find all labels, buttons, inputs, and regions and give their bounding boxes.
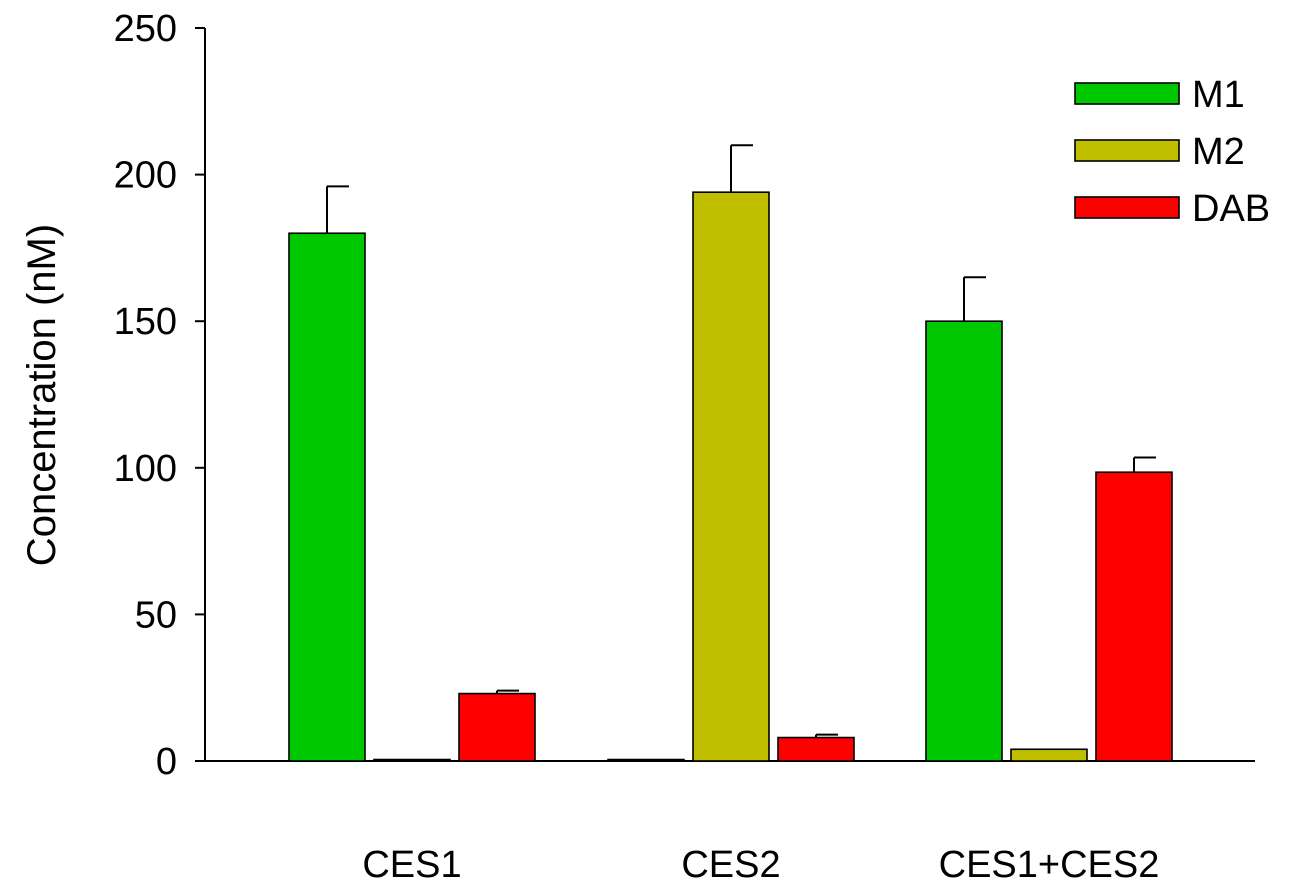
bar-m1-ces1-ces2: [925, 320, 1003, 762]
bar-dab-ces2: [777, 736, 855, 762]
chart-error-bars: [326, 144, 1156, 738]
legend-swatch-m2: [1074, 139, 1180, 162]
bar-dab-ces1: [458, 692, 536, 762]
bar-m1-ces2: [607, 758, 685, 762]
y-tick-label: 200: [114, 155, 177, 197]
y-tick-label: 250: [114, 8, 177, 50]
x-axis-categories: CES1 CES2 CES1+CES2: [362, 844, 1159, 885]
y-tick-label: 100: [114, 448, 177, 490]
bar-m2-ces2: [692, 191, 770, 762]
bar-m2-ces1-ces2: [1010, 748, 1088, 762]
legend-swatch-dab: [1074, 196, 1180, 219]
legend-label-m2: M2: [1192, 131, 1245, 173]
bar-m1-ces1: [288, 232, 366, 762]
x-category-label: CES1+CES2: [939, 844, 1160, 885]
legend-swatch-m1: [1074, 82, 1180, 105]
x-category-label: CES1: [362, 844, 461, 885]
chart-bars: [288, 191, 1173, 762]
y-tick-label: 50: [135, 594, 177, 636]
legend-label-m1: M1: [1192, 74, 1245, 116]
y-axis-ticks: 0 50 100 150 200 250: [114, 8, 205, 783]
bar-dab-ces1-ces2: [1095, 471, 1173, 762]
bar-m2-ces1: [373, 758, 451, 762]
y-axis-title: Concentration (nM): [20, 224, 64, 566]
chart-legend: M1 M2 DAB: [1074, 74, 1270, 230]
y-tick-label: 0: [156, 741, 177, 783]
y-tick-label: 150: [114, 301, 177, 343]
legend-label-dab: DAB: [1192, 188, 1270, 230]
x-category-label: CES2: [681, 844, 780, 885]
